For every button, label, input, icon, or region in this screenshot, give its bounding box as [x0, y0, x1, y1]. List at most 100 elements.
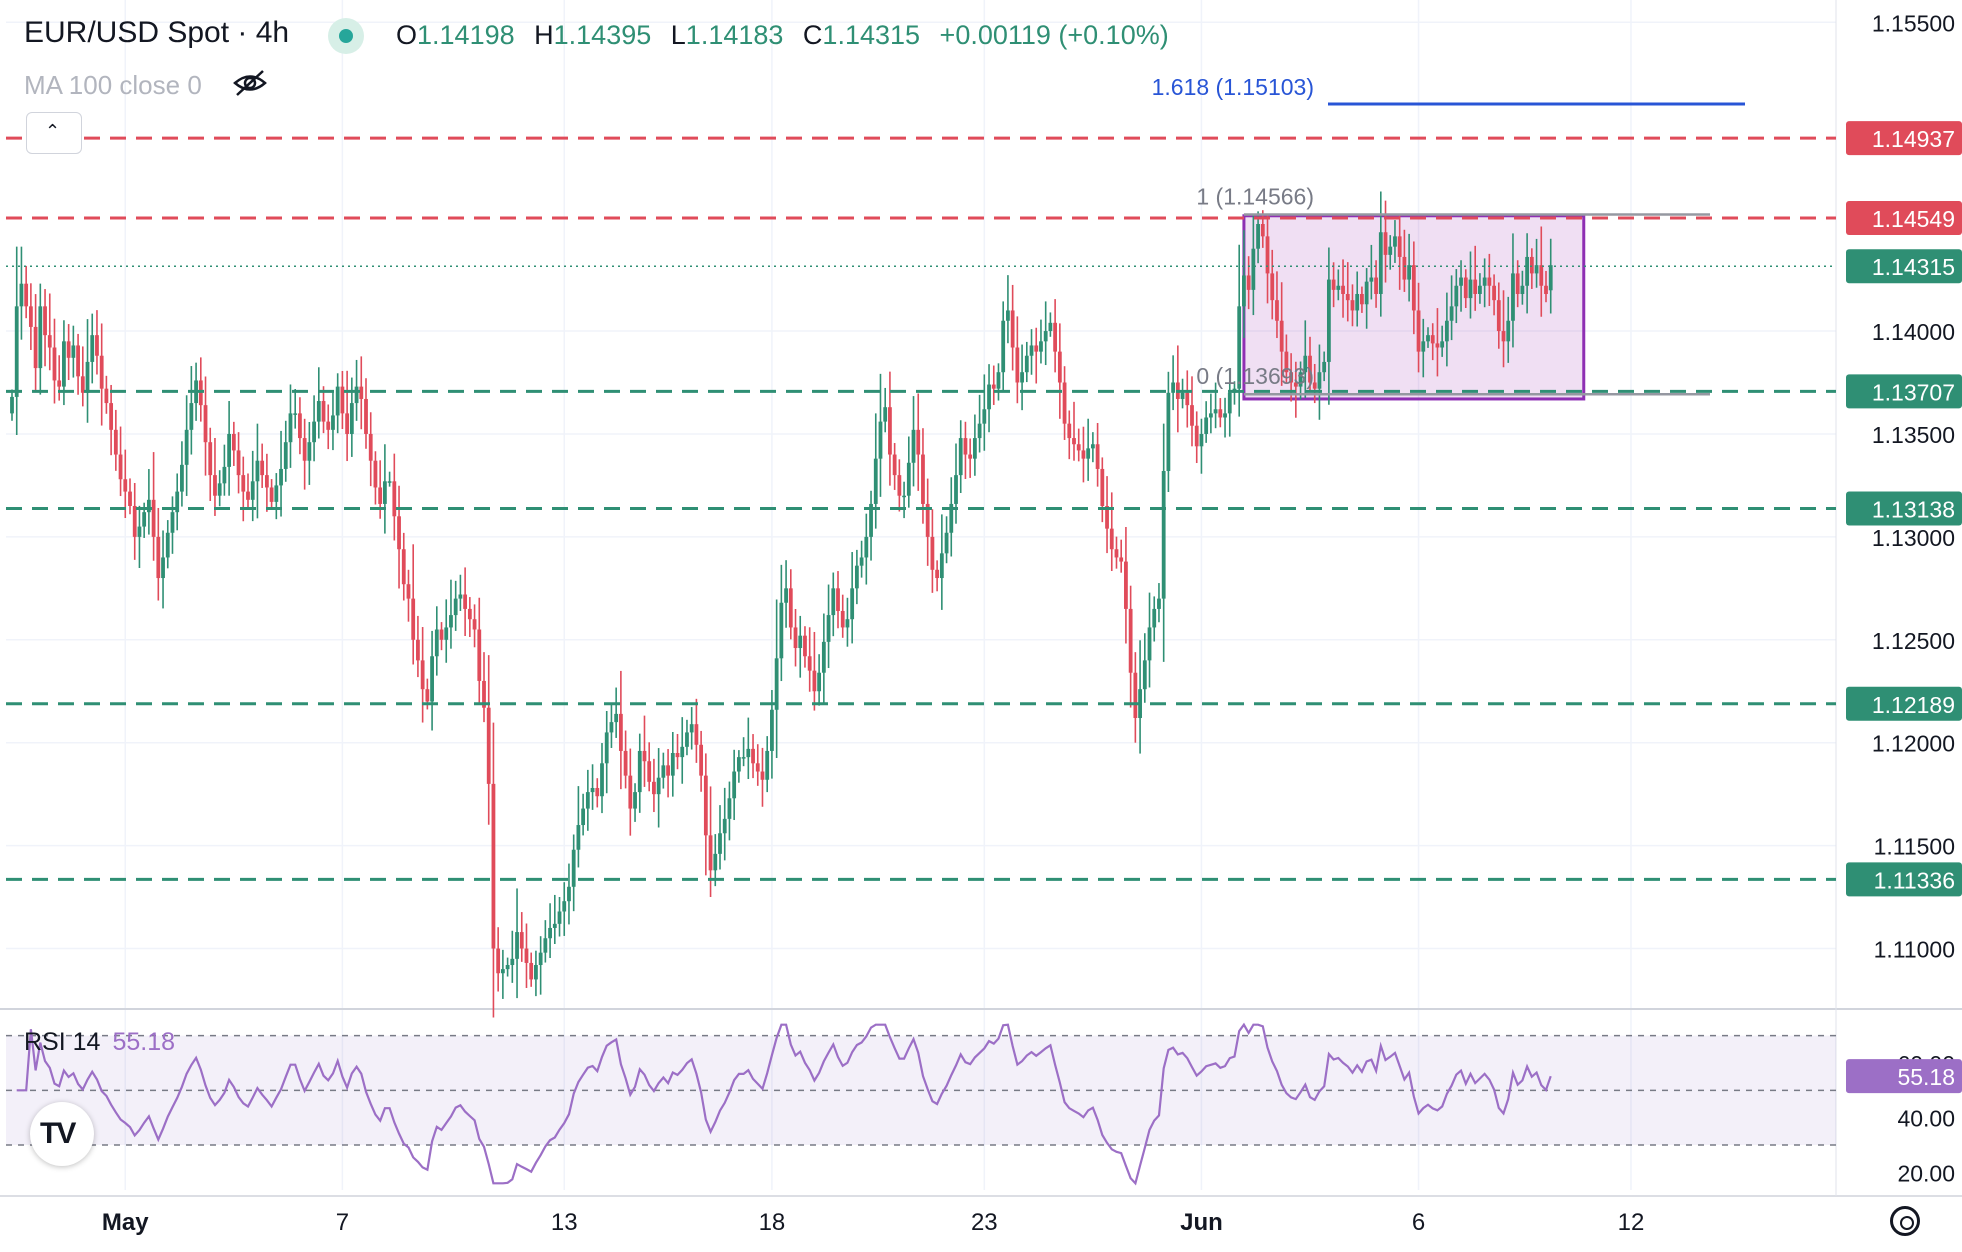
- candle-body: [864, 536, 869, 558]
- collapse-legend-button[interactable]: ⌃: [26, 112, 82, 154]
- candle-body: [1482, 277, 1487, 286]
- candle-body: [1303, 355, 1308, 373]
- candle-body: [982, 409, 987, 424]
- candle-body: [1506, 320, 1511, 342]
- candle-body: [1105, 506, 1109, 529]
- candle-body: [1454, 285, 1459, 307]
- candle-body: [326, 421, 331, 430]
- candle-body: [1199, 433, 1204, 447]
- candle-body: [430, 656, 434, 702]
- market-status-icon[interactable]: [328, 18, 364, 54]
- candle-body: [227, 433, 232, 467]
- candle-body: [1124, 561, 1128, 609]
- candle-body: [1393, 236, 1397, 247]
- candle-body: [1152, 608, 1157, 628]
- candle-body: [869, 503, 873, 537]
- candle-body: [784, 588, 788, 603]
- level-price-tag-text: 1.13138: [1872, 496, 1955, 522]
- tradingview-logo[interactable]: TV: [30, 1102, 94, 1166]
- candle-body: [831, 588, 836, 616]
- candle-body: [534, 965, 538, 980]
- candle-body: [1426, 335, 1430, 342]
- candle-body: [1194, 425, 1199, 447]
- rsi-band: [6, 1034, 1836, 1146]
- candle-body: [463, 594, 468, 609]
- candle-body: [1511, 273, 1515, 321]
- candle-body: [585, 792, 590, 809]
- candle-body: [113, 429, 118, 455]
- candle-body: [1336, 285, 1341, 290]
- candle-body: [1095, 444, 1100, 469]
- candle-body: [1223, 413, 1227, 418]
- candle-body: [968, 454, 973, 459]
- time-tick-label: May: [102, 1209, 149, 1236]
- candle-body: [567, 886, 571, 902]
- candle-body: [109, 403, 114, 430]
- candle-body: [576, 825, 581, 850]
- candle-body: [1312, 382, 1317, 389]
- candle-body: [302, 438, 307, 461]
- candle-body: [1397, 236, 1402, 257]
- candle-body: [911, 429, 916, 463]
- candle-body: [1355, 293, 1360, 311]
- candle-body: [930, 536, 935, 570]
- candle-body: [170, 512, 175, 533]
- candle-body: [368, 433, 373, 461]
- price-tick-label: 1.13000: [1872, 525, 1955, 551]
- settings-icon[interactable]: [1890, 1206, 1920, 1236]
- candle-body: [916, 429, 921, 455]
- eye-hidden-icon[interactable]: [232, 68, 268, 98]
- candle-body: [1100, 468, 1105, 506]
- candle-body: [1142, 660, 1147, 690]
- candle-body: [1298, 372, 1303, 387]
- chart-title[interactable]: EUR/USD Spot · 4h: [24, 16, 290, 49]
- price-tick-label: 1.11000: [1874, 937, 1955, 963]
- candle-body: [274, 485, 279, 502]
- candle-body: [1360, 293, 1364, 305]
- level-price-tag: [1846, 862, 1962, 897]
- candle-body: [1256, 224, 1260, 249]
- candle-body: [38, 306, 43, 369]
- time-tick-label: 7: [336, 1209, 349, 1236]
- candle-body: [529, 962, 534, 980]
- candle-body: [1496, 300, 1501, 332]
- candle-body: [118, 454, 123, 480]
- candle-body: [807, 656, 812, 671]
- ma-indicator-label[interactable]: MA 100 close 0: [24, 70, 202, 100]
- candle-body: [954, 475, 958, 504]
- candle-body: [420, 660, 425, 690]
- candle-body: [231, 433, 236, 451]
- candle-body: [472, 619, 477, 630]
- candle-body: [1072, 438, 1076, 445]
- candle-body: [557, 911, 562, 924]
- candle-body: [595, 787, 600, 797]
- candle-body: [180, 464, 184, 492]
- candle-body: [128, 491, 132, 506]
- candle-body: [1133, 672, 1138, 719]
- candle-body: [1185, 392, 1190, 406]
- candle-body: [708, 835, 713, 871]
- candle-body: [944, 532, 949, 554]
- candle-body: [142, 512, 147, 527]
- candle-body: [298, 413, 302, 439]
- candle-body: [123, 479, 128, 492]
- candle-body: [331, 415, 335, 430]
- candle-body: [241, 475, 246, 492]
- candle-body: [312, 421, 316, 443]
- candle-body: [505, 965, 510, 970]
- candle-body: [826, 615, 831, 642]
- candle-body: [902, 495, 906, 498]
- change-value: +0.00119 (+0.10%): [939, 20, 1169, 50]
- candle-body: [628, 775, 633, 809]
- candle-body: [1048, 322, 1053, 332]
- candle-body: [609, 722, 614, 733]
- candle-body: [250, 481, 255, 500]
- low-label: L: [670, 20, 686, 50]
- candle-body: [939, 553, 944, 579]
- open-value: 1.14198: [417, 20, 515, 50]
- candle-body: [1015, 347, 1020, 383]
- candle-body: [491, 783, 496, 949]
- time-tick-label: 13: [551, 1209, 578, 1236]
- candle-body: [699, 744, 704, 776]
